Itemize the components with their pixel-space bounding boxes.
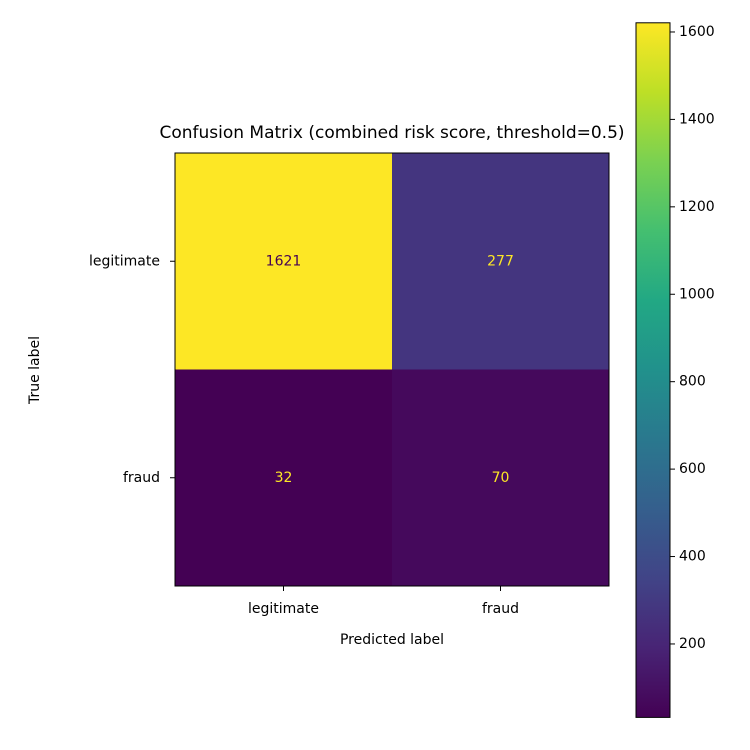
- cell-label: 70: [492, 470, 510, 486]
- cell: [392, 369, 610, 587]
- colorbar-tick-label: 200: [679, 636, 706, 652]
- cell: [392, 153, 610, 370]
- plot-frame: [174, 152, 610, 587]
- y-tick-label: fraud: [123, 470, 160, 486]
- colorbar: [635, 22, 671, 718]
- cell-label: 1621: [266, 253, 302, 269]
- cell-label: 277: [487, 253, 514, 269]
- x-tick-label: legitimate: [248, 601, 319, 617]
- chart-title: Confusion Matrix (combined risk score, t…: [159, 123, 624, 143]
- colorbar-tick-label: 1400: [679, 111, 715, 127]
- colorbar-tick-label: 1000: [679, 286, 715, 302]
- cell: [175, 153, 393, 370]
- cell: [175, 369, 393, 587]
- colorbar-tick-label: 1600: [679, 24, 715, 40]
- colorbar-tick-label: 800: [679, 374, 706, 390]
- x-axis-label: Predicted label: [340, 632, 444, 648]
- colorbar-tick-label: 400: [679, 549, 706, 565]
- colorbar-tick-label: 1200: [679, 199, 715, 215]
- x-tick-label: fraud: [482, 601, 519, 617]
- colorbar-tick-label: 600: [679, 461, 706, 477]
- y-tick-label: legitimate: [89, 253, 160, 269]
- y-axis-label: True label: [27, 336, 43, 405]
- cell-label: 32: [275, 470, 293, 486]
